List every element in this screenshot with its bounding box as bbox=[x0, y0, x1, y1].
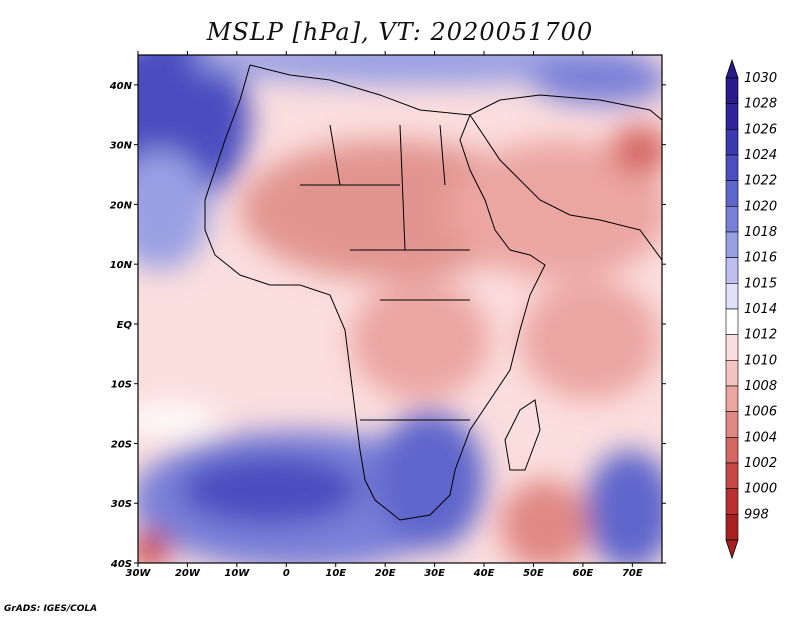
lat-tick-label: 20S bbox=[111, 439, 132, 450]
colorbar-bottom-arrow bbox=[725, 539, 739, 560]
lat-tick-label: 10S bbox=[111, 380, 132, 391]
longitude-axis: 30W 20W 10W 0 10E 20E 30E 40E 50E 60E 70E bbox=[126, 51, 643, 579]
colorbar: 1030 1028 1026 1024 1022 1020 1018 1016 1015 1014… bbox=[725, 58, 777, 560]
colorbar-label: 1014 bbox=[744, 302, 777, 317]
lat-tick-label: 10N bbox=[110, 260, 133, 271]
colorbar-label: 1026 bbox=[744, 122, 777, 137]
lon-tick-label: 10W bbox=[224, 568, 250, 579]
lon-tick-label: 60E bbox=[573, 568, 594, 579]
colorbar-swatch bbox=[725, 385, 739, 412]
colorbar-label: 1000 bbox=[744, 482, 777, 497]
lon-tick-label: 10E bbox=[325, 568, 346, 579]
pressure-field bbox=[138, 55, 662, 563]
colorbar-label: 1022 bbox=[744, 174, 777, 189]
colorbar-swatch bbox=[725, 411, 739, 438]
credit-label: GrADS: IGES/COLA bbox=[4, 604, 98, 614]
lon-tick-label: 30E bbox=[424, 568, 445, 579]
lat-tick-label: 30S bbox=[111, 499, 132, 510]
lon-tick-label: 0 bbox=[283, 568, 290, 579]
plot-frame bbox=[137, 54, 663, 564]
lat-tick-label: 40S bbox=[110, 559, 132, 570]
colorbar-label: 1028 bbox=[744, 97, 777, 112]
lat-tick-label: 20N bbox=[110, 200, 133, 211]
colorbar-swatch bbox=[725, 308, 739, 335]
colorbar-label: 1018 bbox=[744, 225, 777, 240]
colorbar-label: 1002 bbox=[744, 456, 777, 471]
colorbar-label: 1016 bbox=[744, 251, 777, 266]
colorbar-swatch bbox=[725, 206, 739, 233]
lat-tick-label: EQ bbox=[117, 320, 133, 331]
chart-title: MSLP [hPa], VT: 2020051700 bbox=[206, 18, 594, 46]
colorbar-label: 1008 bbox=[744, 379, 777, 394]
latitude-axis: 40N 30N 20N 10N EQ 10S 20S 30S 40S bbox=[109, 81, 666, 570]
colorbar-swatch bbox=[725, 257, 739, 284]
colorbar-label: 1024 bbox=[744, 148, 777, 163]
colorbar-swatch bbox=[725, 462, 739, 489]
colorbar-label: 1030 bbox=[744, 71, 777, 86]
lat-tick-label: 30N bbox=[110, 141, 133, 152]
colorbar-label: 1020 bbox=[744, 199, 777, 214]
coastlines bbox=[204, 64, 662, 521]
colorbar-swatch bbox=[725, 334, 739, 361]
colorbar-swatch bbox=[725, 231, 739, 258]
colorbar-swatch bbox=[725, 360, 739, 387]
lon-tick-label: 20E bbox=[375, 568, 396, 579]
colorbar-label: 1004 bbox=[744, 430, 777, 445]
lon-tick-label: 20W bbox=[175, 568, 201, 579]
colorbar-swatch bbox=[725, 283, 739, 310]
lon-tick-label: 40E bbox=[473, 568, 495, 579]
colorbar-swatch bbox=[725, 180, 739, 207]
lon-tick-label: 50E bbox=[523, 568, 544, 579]
colorbar-top-arrow bbox=[725, 58, 739, 79]
colorbar-swatch bbox=[725, 437, 739, 464]
colorbar-swatch bbox=[725, 514, 739, 541]
colorbar-swatch bbox=[725, 77, 739, 104]
colorbar-swatch bbox=[725, 154, 739, 181]
lat-tick-label: 40N bbox=[109, 81, 133, 92]
colorbar-label: 1010 bbox=[744, 353, 777, 368]
colorbar-swatch bbox=[725, 488, 739, 515]
colorbar-swatch bbox=[725, 129, 739, 156]
colorbar-swatch bbox=[725, 103, 739, 130]
lon-tick-label: 30W bbox=[126, 568, 152, 579]
lon-tick-label: 70E bbox=[622, 568, 643, 579]
colorbar-label: 1006 bbox=[744, 405, 777, 420]
colorbar-label: 1012 bbox=[744, 328, 777, 343]
colorbar-label: 998 bbox=[744, 507, 769, 522]
colorbar-label: 1015 bbox=[744, 276, 777, 291]
